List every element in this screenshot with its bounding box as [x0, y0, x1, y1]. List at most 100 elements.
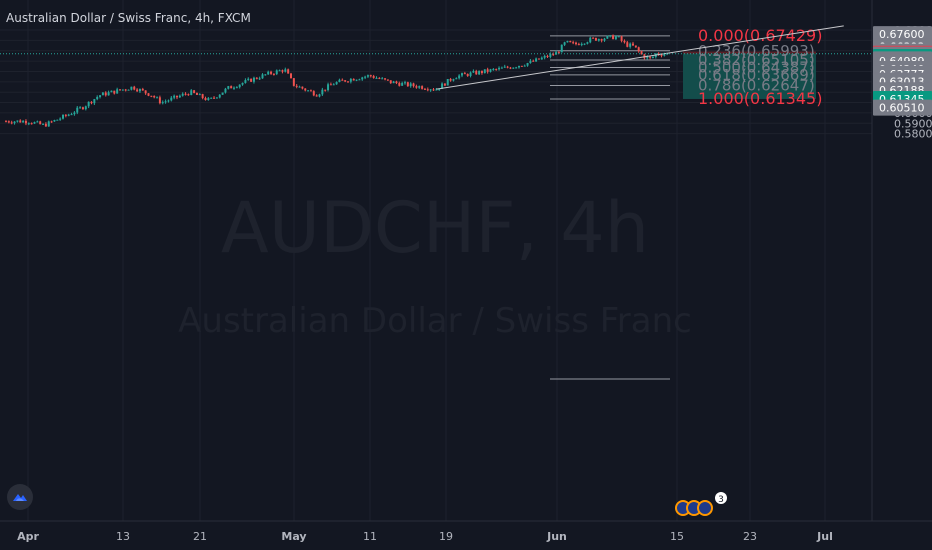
- candle-body: [384, 78, 387, 80]
- candle-body: [275, 70, 278, 75]
- time-tick-label: Apr: [17, 530, 39, 543]
- candle-body: [478, 70, 481, 75]
- candle-body: [649, 56, 652, 58]
- events-badge[interactable]: 3: [675, 492, 727, 516]
- candle-body: [583, 43, 586, 45]
- candle-body: [287, 69, 290, 74]
- candle-body: [603, 38, 606, 41]
- candle-body: [198, 94, 201, 96]
- candle-body: [104, 92, 107, 96]
- candle-body: [338, 79, 341, 83]
- candle-body: [623, 40, 626, 43]
- candle-body: [461, 73, 463, 76]
- candle-body: [184, 93, 187, 95]
- candle-body: [321, 89, 324, 95]
- candle-body: [76, 107, 79, 113]
- candle-body: [358, 79, 361, 81]
- candle-body: [235, 87, 238, 89]
- fibonacci-retracement[interactable]: 0.000(0.67429)0.236(0.65993)0.382(0.6510…: [550, 26, 822, 380]
- candle-body: [552, 54, 555, 56]
- candle-body: [458, 75, 461, 79]
- reward-zone: [683, 53, 816, 99]
- candle-body: [272, 73, 275, 75]
- candle-body: [640, 51, 643, 55]
- time-axis[interactable]: Apr 13 21 May 11 19 Jun 15 23 Jul: [17, 530, 833, 543]
- candle-body: [449, 78, 452, 81]
- candle-body: [500, 67, 503, 69]
- candle-body: [364, 76, 367, 78]
- time-tick-label: 11: [363, 530, 377, 543]
- price-axis[interactable]: 0.680000.670000.660000.650000.640000.630…: [873, 24, 932, 141]
- candle-body: [161, 102, 164, 104]
- candle-body: [173, 95, 176, 98]
- candle-body: [267, 71, 270, 75]
- candle-body: [523, 65, 526, 67]
- candle-body: [572, 42, 575, 44]
- candle-body: [79, 107, 82, 109]
- event-count-bubble: [715, 492, 727, 504]
- fib-level-label: 0.786(0.62647): [698, 76, 815, 94]
- candle-body: [250, 78, 253, 82]
- trendline[interactable]: [436, 25, 844, 90]
- candle-body: [207, 98, 210, 101]
- candle-body: [318, 94, 321, 97]
- candle-body: [233, 87, 235, 89]
- candle-body: [646, 56, 649, 59]
- candle-body: [87, 101, 90, 107]
- candle-body: [480, 70, 483, 74]
- candle-body: [575, 42, 577, 45]
- candle-body: [592, 37, 595, 39]
- candle-body: [375, 77, 378, 79]
- candle-body: [443, 83, 446, 86]
- candle-body: [19, 120, 22, 123]
- candle-body: [557, 52, 560, 54]
- candle-body: [509, 67, 512, 69]
- candle-body: [586, 42, 589, 44]
- candle-body: [580, 43, 583, 45]
- candle-body: [335, 82, 338, 85]
- candle-body: [50, 121, 53, 123]
- candle-body: [176, 95, 178, 98]
- candle-body: [84, 106, 87, 110]
- candle-body: [298, 86, 301, 88]
- candle-body: [261, 74, 264, 79]
- candle-body: [349, 78, 352, 82]
- candle-body: [426, 89, 429, 91]
- candle-body: [324, 89, 327, 91]
- candle-body: [617, 36, 620, 38]
- candle-body: [395, 81, 398, 84]
- time-tick-label: Jun: [546, 530, 567, 543]
- candle-body: [660, 54, 663, 56]
- candle-body: [170, 97, 173, 101]
- candle-body: [469, 72, 472, 76]
- candle-body: [352, 78, 355, 81]
- candle-body: [113, 90, 116, 94]
- candle-body: [70, 114, 73, 116]
- candle-body: [423, 88, 426, 90]
- candle-body: [255, 77, 258, 79]
- candle-body: [224, 88, 227, 93]
- app-logo[interactable]: [7, 484, 33, 510]
- candle-body: [270, 71, 273, 74]
- candle-body: [144, 90, 147, 94]
- candle-body: [178, 95, 181, 98]
- candle-body: [600, 39, 603, 41]
- candle-body: [404, 82, 406, 84]
- candle-body: [503, 66, 506, 68]
- candle-body: [614, 36, 617, 40]
- time-tick-label: 21: [193, 530, 207, 543]
- candle-body: [495, 69, 498, 71]
- candle-body: [247, 78, 250, 81]
- candle-body: [295, 85, 298, 87]
- candle-body: [432, 89, 435, 91]
- trendline-line: [436, 25, 844, 90]
- candle-body: [284, 69, 287, 72]
- position-zones[interactable]: [683, 51, 816, 99]
- candle-body: [366, 75, 369, 77]
- candle-body: [53, 120, 56, 122]
- candle-body: [93, 99, 96, 104]
- candle-body: [327, 84, 330, 91]
- candle-body: [304, 88, 307, 91]
